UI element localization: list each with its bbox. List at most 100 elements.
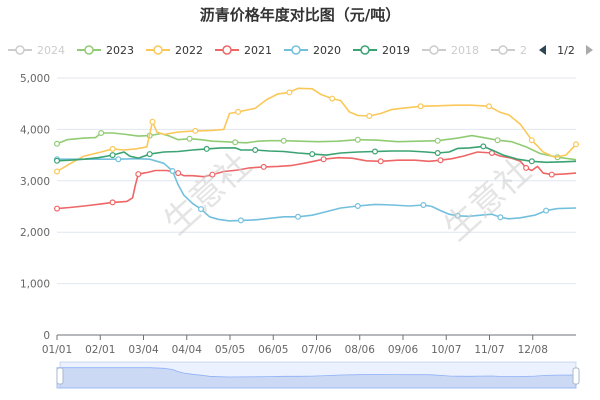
data-point-2019[interactable] — [252, 147, 259, 154]
data-point-2019[interactable] — [203, 145, 210, 152]
data-point-2023[interactable] — [98, 130, 105, 137]
data-point-2020[interactable] — [295, 213, 302, 220]
zoom-preview-area — [56, 367, 577, 389]
legend-marker-icon — [291, 45, 301, 55]
x-tick-label-08-06: 08/06 — [345, 344, 376, 356]
watermark-text: 生意社 — [156, 145, 259, 243]
data-point-2020[interactable] — [198, 206, 205, 213]
data-point-2023[interactable] — [434, 137, 441, 144]
data-point-2021[interactable] — [209, 171, 216, 178]
data-point-2020[interactable] — [497, 214, 504, 221]
series-2020 — [53, 156, 577, 224]
data-point-2021[interactable] — [377, 158, 384, 165]
data-point-2022[interactable] — [417, 103, 424, 110]
data-point-2021[interactable] — [320, 156, 327, 163]
legend-item-2023[interactable]: 2023 — [77, 44, 134, 57]
data-point-2023[interactable] — [494, 137, 501, 144]
data-point-2021[interactable] — [548, 171, 555, 178]
data-zoom-slider[interactable] — [56, 361, 580, 389]
legend-item-2[interactable]: 2 — [491, 44, 527, 57]
legend-label: 2021 — [244, 44, 272, 57]
data-point-2019[interactable] — [309, 151, 316, 158]
data-point-2022[interactable] — [192, 127, 199, 134]
series-2023 — [53, 130, 577, 161]
legend-label: 2023 — [106, 44, 134, 57]
legend-item-2020[interactable]: 2020 — [284, 44, 341, 57]
series-2019 — [53, 143, 577, 165]
data-point-2019[interactable] — [372, 148, 379, 155]
data-point-2019[interactable] — [434, 150, 441, 157]
legend-item-2022[interactable]: 2022 — [146, 44, 203, 57]
data-point-2019[interactable] — [146, 151, 153, 158]
data-point-2021[interactable] — [109, 199, 116, 206]
data-point-2022[interactable] — [109, 145, 116, 152]
data-point-2022[interactable] — [235, 108, 242, 115]
data-point-2021[interactable] — [175, 170, 182, 177]
x-tick-label-12-08: 12/08 — [518, 344, 548, 356]
y-tick-label-4: 4,000 — [20, 124, 50, 136]
data-point-2023[interactable] — [186, 135, 193, 142]
data-point-2023[interactable] — [354, 136, 361, 143]
data-point-2021[interactable] — [523, 164, 530, 171]
legend-label: 2020 — [313, 44, 341, 57]
legend-marker-icon — [84, 45, 94, 55]
watermark-text: 生意社 — [436, 151, 539, 249]
data-point-2022[interactable] — [149, 118, 156, 125]
legend-prev-icon[interactable] — [539, 45, 546, 55]
x-tick-label-11-07: 11/07 — [474, 344, 504, 356]
zoom-handle-right[interactable] — [572, 367, 580, 385]
data-point-2019[interactable] — [528, 158, 535, 165]
legend-label: 2024 — [37, 44, 65, 57]
zoom-handle-left[interactable] — [56, 367, 64, 385]
data-point-2022[interactable] — [53, 168, 60, 175]
series-2022 — [53, 87, 579, 175]
x-tick-label-04-04: 04/04 — [172, 344, 203, 356]
legend-item-2021[interactable]: 2021 — [215, 44, 272, 57]
data-point-2020[interactable] — [169, 168, 176, 175]
data-point-2019[interactable] — [480, 143, 487, 150]
series-line-2021[interactable] — [56, 151, 577, 210]
data-point-2022[interactable] — [286, 89, 293, 96]
zoom-selected-range[interactable] — [60, 362, 576, 388]
data-point-2020[interactable] — [354, 203, 361, 210]
data-point-2020[interactable] — [237, 217, 244, 224]
legend-label: 2 — [520, 44, 527, 57]
legend-page-indicator: 1/2 — [557, 44, 575, 57]
data-point-2022[interactable] — [486, 103, 493, 110]
legend-next-icon[interactable] — [586, 45, 593, 55]
data-point-2022[interactable] — [329, 95, 336, 102]
series-line-2020[interactable] — [57, 157, 577, 222]
legend: 2024 2023 2022 2021 2020 2019 2018 2 — [8, 44, 527, 57]
data-point-2021[interactable] — [135, 171, 142, 178]
legend-label: 2018 — [451, 44, 479, 57]
legend-item-2024[interactable]: 2024 — [8, 44, 65, 57]
legend-marker-icon — [15, 45, 25, 55]
x-axis: 01/01 02/01 03/04 04/04 05/05 06/05 07/06 08/06… — [42, 334, 576, 356]
data-point-2019[interactable] — [109, 152, 116, 159]
legend-item-2019[interactable]: 2019 — [353, 44, 410, 57]
data-point-2023[interactable] — [280, 137, 287, 144]
data-point-2021[interactable] — [53, 205, 60, 212]
data-point-2021[interactable] — [260, 163, 267, 170]
data-point-2022[interactable] — [528, 137, 535, 144]
data-point-2023[interactable] — [232, 139, 239, 146]
data-point-2020[interactable] — [115, 156, 122, 163]
legend-marker-icon — [360, 45, 370, 55]
series-2021 — [53, 150, 577, 212]
data-point-2021[interactable] — [437, 157, 444, 164]
data-point-2020[interactable] — [420, 202, 427, 209]
series-line-2022[interactable] — [56, 87, 577, 173]
series-line-2023[interactable] — [56, 132, 577, 161]
series-line-2019[interactable] — [56, 145, 577, 164]
y-axis: 0 1,000 2,000 3,000 4,000 5,000 — [20, 73, 50, 342]
legend-label: 2022 — [175, 44, 203, 57]
data-point-2023[interactable] — [53, 140, 60, 147]
x-tick-label-02-01: 02/01 — [85, 344, 115, 356]
data-point-2020[interactable] — [543, 207, 550, 214]
data-point-2019[interactable] — [53, 157, 60, 164]
data-point-2022[interactable] — [572, 141, 579, 148]
data-point-2022[interactable] — [366, 112, 373, 119]
legend-item-2018[interactable]: 2018 — [422, 44, 479, 57]
data-point-2020[interactable] — [454, 212, 461, 219]
